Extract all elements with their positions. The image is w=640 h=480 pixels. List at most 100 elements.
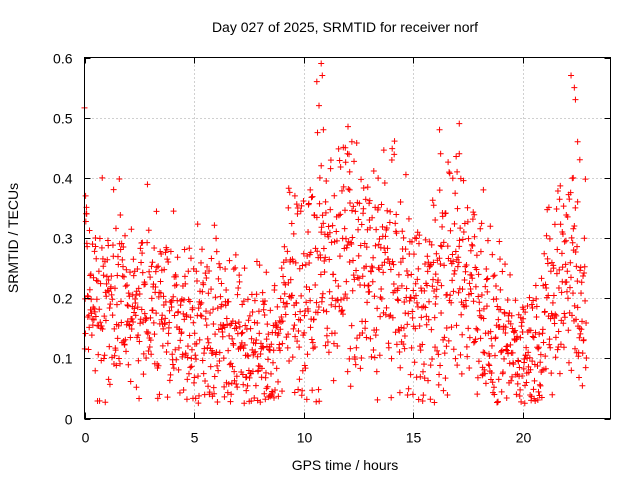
data-point [330,377,337,384]
data-point [278,265,285,272]
data-point [338,187,345,194]
data-point [399,228,406,235]
data-point [416,232,423,239]
data-point [323,178,330,185]
data-point [295,386,302,393]
data-point [82,218,89,225]
data-point [583,354,590,361]
data-point [138,259,145,266]
data-point [477,225,484,232]
data-point [527,327,534,334]
data-point [192,356,199,363]
data-point [433,293,440,300]
data-point [295,328,302,335]
data-point [348,138,355,145]
data-point [173,281,180,288]
data-point [508,377,515,384]
data-point [470,209,477,216]
data-point [375,175,382,182]
data-point [413,299,420,306]
data-point [409,314,416,321]
data-point [133,292,140,299]
data-point [105,277,112,284]
data-point [220,355,227,362]
data-point [368,268,375,275]
data-point [483,265,490,272]
data-point [172,273,179,280]
data-point [336,303,343,310]
data-point [155,362,162,369]
data-point [152,268,159,275]
data-point [93,296,100,303]
data-point [571,84,578,91]
data-point [293,300,300,307]
data-point [198,259,205,266]
data-point [127,378,134,385]
data-point [423,321,430,328]
data-point [456,150,463,157]
data-point [208,286,215,293]
data-point [371,354,378,361]
data-point [313,78,320,85]
data-point [390,261,397,268]
data-point [195,305,202,312]
data-point [393,211,400,218]
data-point [422,261,429,268]
data-point [389,314,396,321]
data-point [229,363,236,370]
data-point [523,344,530,351]
data-point [305,200,312,207]
data-point [239,329,246,336]
data-point [352,208,359,215]
data-point [563,278,570,285]
data-point [260,344,267,351]
data-point [512,297,519,304]
data-point [473,266,480,273]
y-tick-label: 0.5 [53,111,73,127]
data-point [138,306,145,313]
data-point [531,361,538,368]
data-point [316,398,323,405]
data-point [472,283,479,290]
data-point [313,214,320,221]
data-point [346,186,353,193]
data-point [159,312,166,319]
data-point [421,375,428,382]
data-point [190,319,197,326]
data-point [537,359,544,366]
data-point [336,253,343,260]
data-point [167,371,174,378]
data-point [559,264,566,271]
data-point [265,331,272,338]
data-point [118,319,125,326]
data-point [301,329,308,336]
data-point [527,366,534,373]
data-point [450,258,457,265]
data-point [501,310,508,317]
data-point [519,329,526,336]
data-point [197,301,204,308]
data-point [233,325,240,332]
data-point [579,382,586,389]
data-point [352,356,359,363]
data-point [257,351,264,358]
data-point [137,245,144,252]
data-point [88,310,95,317]
data-point [388,394,395,401]
data-point [270,359,277,366]
data-point [465,325,472,332]
data-point [190,379,197,386]
data-point [440,239,447,246]
data-point [443,324,450,331]
data-point [582,364,589,371]
data-point [320,220,327,227]
data-point [193,278,200,284]
data-point [378,201,385,208]
data-point [290,325,297,332]
data-point [455,254,462,261]
data-point [122,232,129,239]
data-point [341,207,348,214]
data-point [189,304,196,311]
data-point [150,319,157,326]
data-point [343,244,350,251]
